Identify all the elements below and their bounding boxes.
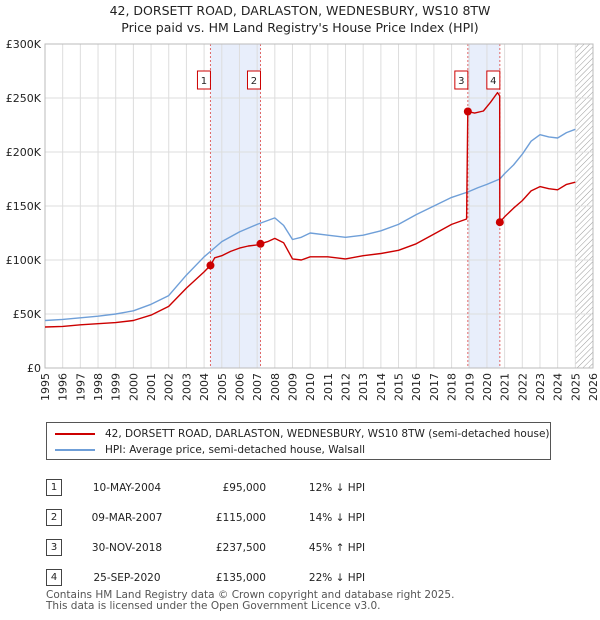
series-line-property <box>44 91 576 328</box>
x-tick-label: 2014 <box>375 373 388 401</box>
sale-number-badge: 3 <box>46 539 62 556</box>
sale-price: £115,000 <box>215 512 266 524</box>
sale-row-1: 1 10-MAY-2004 £95,000 12% ↓ HPI <box>46 478 486 498</box>
x-tick-label: 2010 <box>304 373 317 401</box>
footer-line-2: This data is licensed under the Open Gov… <box>46 600 381 612</box>
sale-label-1: 1 <box>201 76 207 87</box>
legend-label-hpi: HPI: Average price, semi-detached house,… <box>105 444 366 456</box>
legend-line-property <box>55 433 95 435</box>
x-tick-label: 1997 <box>74 373 87 401</box>
x-tick-label: 2003 <box>180 373 193 401</box>
plot-border <box>44 43 594 369</box>
x-tick-label: 2015 <box>393 373 406 401</box>
x-tick-label: 2013 <box>357 373 370 401</box>
y-tick-label: £300K <box>6 38 42 51</box>
sale-price: £95,000 <box>222 482 266 494</box>
y-tick-label: £50K <box>13 308 42 321</box>
x-tick-label: 2008 <box>269 373 282 401</box>
x-tick-label: 2001 <box>145 373 158 401</box>
sale-label-4: 4 <box>490 76 496 87</box>
y-tick-label: £150K <box>6 200 42 213</box>
x-tick-label: 2002 <box>163 373 176 401</box>
x-tick-label: 2023 <box>534 373 547 401</box>
y-tick-label: £100K <box>6 254 42 267</box>
y-tick-label: £0 <box>27 362 41 375</box>
x-tick-label: 2009 <box>286 373 299 401</box>
sale-point-2 <box>256 239 265 248</box>
sale-hpi-diff: 22% ↓ HPI <box>308 572 366 584</box>
series-line-hpi <box>44 128 576 322</box>
footer-line-1: Contains HM Land Registry data © Crown c… <box>46 589 455 601</box>
sale-date: 09-MAR-2007 <box>91 512 163 524</box>
x-tick-label: 2017 <box>428 373 441 401</box>
x-tick-label: 2007 <box>251 373 264 401</box>
chart-subtitle: Price paid vs. HM Land Registry's House … <box>121 20 479 35</box>
sale-hpi-diff: 45% ↑ HPI <box>308 542 366 554</box>
sale-price: £135,000 <box>215 572 266 584</box>
x-tick-label: 2012 <box>340 373 353 401</box>
x-tick-label: 1995 <box>39 373 52 401</box>
x-tick-label: 2022 <box>516 373 529 401</box>
sale-label-2: 2 <box>251 76 257 87</box>
copyright-footer: Contains HM Land Registry data © Crown c… <box>46 590 454 612</box>
sale-point-4 <box>495 218 504 227</box>
sale-row-2: 2 09-MAR-2007 £115,000 14% ↓ HPI <box>46 508 486 528</box>
x-tick-label: 1996 <box>57 373 70 401</box>
sale-row-3: 3 30-NOV-2018 £237,500 45% ↑ HPI <box>46 538 486 558</box>
x-tick-label: 2019 <box>463 373 476 401</box>
sale-date: 25-SEP-2020 <box>93 572 161 584</box>
x-tick-label: 2004 <box>198 373 211 401</box>
x-tick-label: 2018 <box>446 373 459 401</box>
x-tick-label: 2005 <box>216 373 229 401</box>
chart-legend: 42, DORSETT ROAD, DARLASTON, WEDNESBURY,… <box>46 422 551 460</box>
sale-row-4: 4 25-SEP-2020 £135,000 22% ↓ HPI <box>46 568 486 588</box>
sale-point-3 <box>463 107 472 116</box>
y-tick-label: £250K <box>6 92 42 105</box>
sale-date: 30-NOV-2018 <box>91 542 163 554</box>
y-tick-label: £200K <box>6 146 42 159</box>
x-tick-label: 2000 <box>127 373 140 401</box>
sale-hpi-diff: 12% ↓ HPI <box>308 482 366 494</box>
sale-label-box-4 <box>486 70 501 90</box>
sale-label-box-1 <box>196 70 211 90</box>
sale-label-box-2 <box>246 70 261 90</box>
x-tick-label: 1998 <box>92 373 105 401</box>
sale-price: £237,500 <box>215 542 266 554</box>
x-tick-label: 2024 <box>552 373 565 401</box>
x-tick-label: 2020 <box>481 373 494 401</box>
x-tick-label: 2011 <box>322 373 335 401</box>
sale-number-badge: 4 <box>46 569 62 586</box>
sale-label-box-3 <box>454 70 469 90</box>
x-tick-label: 1999 <box>110 373 123 401</box>
sale-date: 10-MAY-2004 <box>92 482 162 494</box>
sale-number-badge: 1 <box>46 479 62 496</box>
chart-title: 42, DORSETT ROAD, DARLASTON, WEDNESBURY,… <box>109 3 491 18</box>
x-tick-label: 2016 <box>410 373 423 401</box>
x-tick-label: 2025 <box>569 373 582 401</box>
x-tick-label: 2006 <box>233 373 246 401</box>
sale-point-1 <box>206 261 215 270</box>
chart-title-block: 42, DORSETT ROAD, DARLASTON, WEDNESBURY,… <box>0 2 600 36</box>
sale-number-badge: 2 <box>46 509 62 526</box>
sale-hpi-diff: 14% ↓ HPI <box>308 512 366 524</box>
x-tick-label: 2026 <box>587 373 600 401</box>
legend-label-property: 42, DORSETT ROAD, DARLASTON, WEDNESBURY,… <box>105 428 550 440</box>
sale-label-3: 3 <box>458 76 464 87</box>
legend-line-hpi <box>55 449 95 451</box>
price-chart: £0 £50K £100K £150K £200K £250K £300K 1995 1996 1… <box>6 38 600 401</box>
x-tick-label: 2021 <box>499 373 512 401</box>
